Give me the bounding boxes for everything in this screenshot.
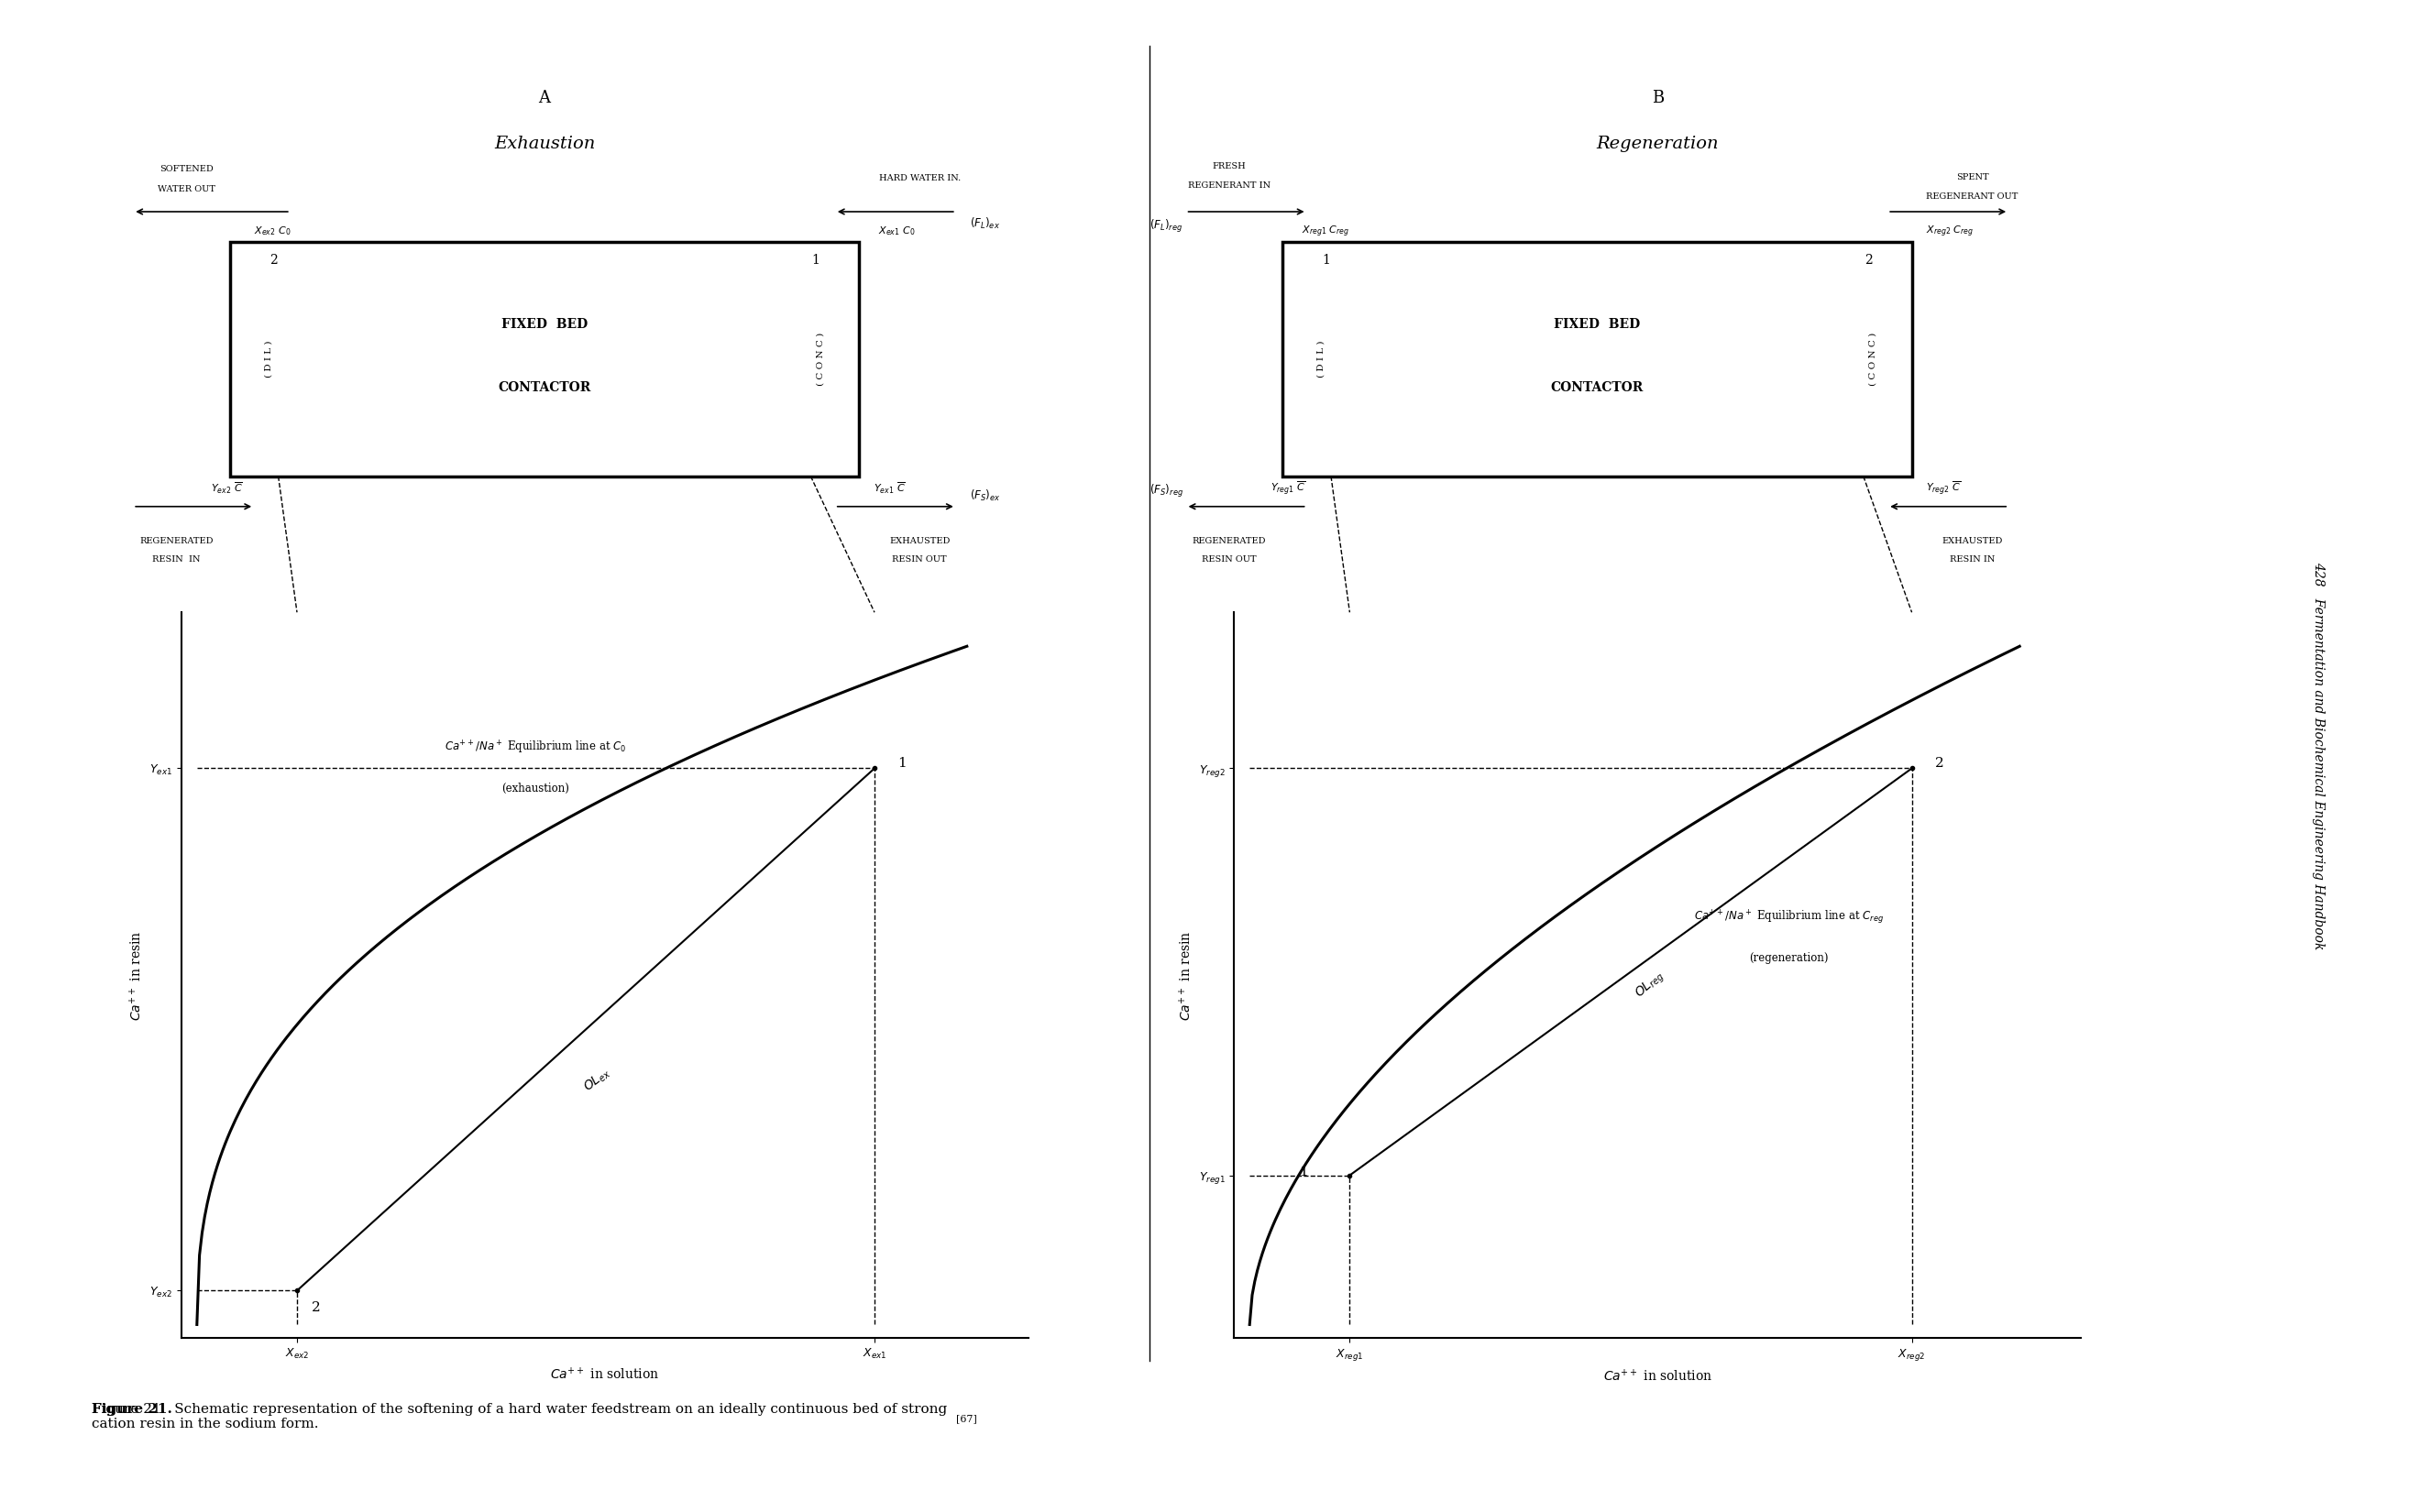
Text: (exhaustion): (exhaustion) — [501, 783, 569, 795]
Text: 428   Fermentation and Biochemical Engineering Handbook: 428 Fermentation and Biochemical Enginee… — [2311, 562, 2326, 950]
Text: RESIN  IN: RESIN IN — [152, 555, 201, 564]
Text: HARD WATER IN.: HARD WATER IN. — [878, 174, 961, 183]
Text: $(F_L)_{reg}$: $(F_L)_{reg}$ — [1150, 219, 1183, 234]
Text: $X_{ex1}\ C_0$: $X_{ex1}\ C_0$ — [878, 225, 915, 237]
X-axis label: $Ca^{++}$ in solution: $Ca^{++}$ in solution — [549, 1365, 661, 1382]
Text: CONTACTOR: CONTACTOR — [1551, 381, 1643, 393]
Text: CONTACTOR: CONTACTOR — [499, 381, 590, 393]
Text: SOFTENED: SOFTENED — [160, 165, 213, 174]
Text: Exhaustion: Exhaustion — [494, 136, 595, 151]
Text: FIXED  BED: FIXED BED — [501, 318, 588, 330]
Text: RESIN IN: RESIN IN — [1951, 555, 1994, 564]
Text: REGENERATED: REGENERATED — [140, 537, 213, 546]
Text: $Y_{reg2}\ \overline{C}$: $Y_{reg2}\ \overline{C}$ — [1926, 479, 1963, 497]
Text: $Ca^{++}/Na^+$ Equilibrium line at $C_0$: $Ca^{++}/Na^+$ Equilibrium line at $C_0$ — [445, 739, 627, 756]
Text: ( C O N C ): ( C O N C ) — [816, 333, 825, 386]
Text: $X_{reg2}\ C_{reg}$: $X_{reg2}\ C_{reg}$ — [1926, 224, 1975, 239]
Text: RESIN OUT: RESIN OUT — [893, 555, 946, 564]
Text: $(F_S)_{reg}$: $(F_S)_{reg}$ — [1150, 484, 1183, 499]
Text: FRESH: FRESH — [1212, 162, 1246, 171]
Text: $Y_{ex2}\ \overline{C}$: $Y_{ex2}\ \overline{C}$ — [211, 481, 242, 496]
Text: REGENERANT OUT: REGENERANT OUT — [1926, 192, 2018, 201]
Text: $(F_L)_{ex}$: $(F_L)_{ex}$ — [970, 216, 999, 231]
Text: 2: 2 — [312, 1302, 322, 1314]
Text: 1: 1 — [811, 254, 820, 266]
Text: $Y_{ex1}\ \overline{C}$: $Y_{ex1}\ \overline{C}$ — [874, 481, 905, 496]
Text: Figure 21.: Figure 21. — [92, 1403, 172, 1415]
Text: 2: 2 — [1863, 254, 1873, 266]
Text: $(F_S)_{ex}$: $(F_S)_{ex}$ — [970, 488, 999, 503]
X-axis label: $Ca^{++}$ in solution: $Ca^{++}$ in solution — [1602, 1368, 1713, 1383]
Y-axis label: $Ca^{++}$ in resin: $Ca^{++}$ in resin — [1179, 930, 1193, 1021]
Text: $X_{ex2}\ C_0$: $X_{ex2}\ C_0$ — [254, 225, 290, 237]
Y-axis label: $Ca^{++}$ in resin: $Ca^{++}$ in resin — [128, 930, 145, 1021]
Text: Figure 21.  Schematic representation of the softening of a hard water feedstream: Figure 21. Schematic representation of t… — [92, 1403, 949, 1430]
Text: ( D I L ): ( D I L ) — [1316, 340, 1326, 378]
Text: A: A — [540, 91, 549, 106]
Text: $Y_{reg1}\ \overline{C}$: $Y_{reg1}\ \overline{C}$ — [1270, 479, 1307, 497]
Text: $Ca^{++}/Na^+$ Equilibrium line at $C_{reg}$: $Ca^{++}/Na^+$ Equilibrium line at $C_{r… — [1694, 909, 1883, 927]
Text: 2: 2 — [1936, 756, 1943, 770]
Text: 1: 1 — [898, 756, 908, 770]
Text: $OL_{reg}$: $OL_{reg}$ — [1631, 968, 1667, 1002]
Text: ( D I L ): ( D I L ) — [264, 340, 273, 378]
Text: 1: 1 — [1300, 1166, 1307, 1178]
Text: $OL_{ex}$: $OL_{ex}$ — [581, 1066, 615, 1096]
Text: FIXED  BED: FIXED BED — [1554, 318, 1641, 330]
Text: REGENERATED: REGENERATED — [1193, 537, 1266, 546]
Text: EXHAUSTED: EXHAUSTED — [1941, 537, 2004, 546]
Text: EXHAUSTED: EXHAUSTED — [888, 537, 951, 546]
Text: WATER OUT: WATER OUT — [157, 184, 215, 194]
Text: RESIN OUT: RESIN OUT — [1203, 555, 1256, 564]
Text: REGENERANT IN: REGENERANT IN — [1188, 181, 1270, 191]
Text: B: B — [1650, 91, 1665, 106]
Text: $X_{reg1}\ C_{reg}$: $X_{reg1}\ C_{reg}$ — [1302, 224, 1350, 239]
Text: [67]: [67] — [956, 1414, 978, 1423]
Text: 1: 1 — [1321, 254, 1331, 266]
Text: Regeneration: Regeneration — [1597, 136, 1718, 151]
Text: ( C O N C ): ( C O N C ) — [1868, 333, 1878, 386]
Text: (regeneration): (regeneration) — [1750, 953, 1827, 965]
Text: 2: 2 — [269, 254, 278, 266]
Text: SPENT: SPENT — [1955, 172, 1989, 181]
